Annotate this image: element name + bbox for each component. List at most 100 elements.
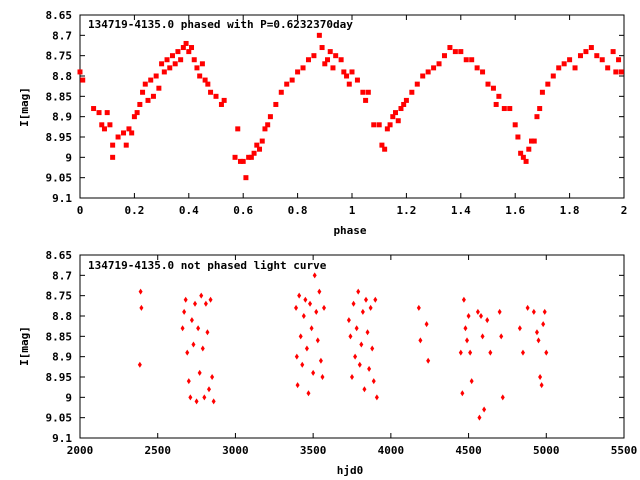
data-point	[367, 365, 372, 372]
phased-light-curve-panel: 134719-4135.0 phased with P=0.6232370day…	[18, 9, 627, 237]
data-point	[461, 296, 466, 303]
data-point	[300, 65, 306, 71]
data-point	[164, 57, 170, 63]
data-point	[599, 57, 605, 63]
data-point	[77, 69, 83, 75]
data-point	[309, 325, 314, 332]
data-point	[131, 114, 137, 120]
data-point	[259, 138, 265, 144]
data-point	[463, 57, 469, 63]
data-point	[373, 296, 378, 303]
data-point	[344, 73, 350, 79]
data-point	[107, 122, 113, 128]
data-point	[523, 158, 529, 164]
data-point	[384, 126, 390, 132]
x-tick-label: 1	[349, 204, 356, 217]
data-point	[208, 89, 214, 95]
data-point	[458, 349, 463, 356]
data-point	[474, 65, 480, 71]
data-point	[104, 110, 110, 116]
data-point	[488, 349, 493, 356]
data-point	[137, 361, 142, 368]
data-point	[199, 61, 205, 67]
data-point	[356, 288, 361, 295]
x-tick-label: 4500	[455, 444, 482, 457]
data-point	[304, 345, 309, 352]
data-point	[341, 69, 347, 75]
data-point	[371, 122, 377, 128]
data-point	[424, 321, 429, 328]
data-point	[497, 308, 502, 315]
x-tick-label: 0.2	[124, 204, 144, 217]
data-point	[145, 97, 151, 103]
data-point	[539, 382, 544, 389]
data-point	[221, 97, 227, 103]
data-point	[320, 374, 325, 380]
data-point	[257, 146, 263, 152]
data-point	[418, 337, 423, 344]
data-point	[545, 81, 551, 87]
data-point	[186, 378, 191, 385]
data-point	[273, 101, 279, 107]
data-point	[306, 390, 311, 397]
x-tick-label: 3500	[300, 444, 327, 457]
data-point	[542, 308, 547, 315]
data-point	[289, 77, 295, 83]
data-point	[338, 57, 344, 63]
data-point	[121, 130, 127, 136]
data-point	[485, 81, 491, 87]
data-point	[267, 114, 273, 120]
plot-frame	[79, 14, 625, 199]
data-point	[531, 138, 537, 144]
data-point	[414, 81, 420, 87]
data-point	[126, 126, 132, 132]
data-point	[537, 106, 543, 112]
x-axis-ticks: 2000 2500 3000 3500 4000 4500 5000 5500	[67, 255, 637, 457]
data-point	[205, 81, 211, 87]
data-point	[180, 325, 185, 332]
data-point	[500, 394, 505, 401]
data-point	[138, 288, 143, 295]
data-point	[490, 85, 496, 91]
data-point	[398, 106, 404, 112]
x-axis-label: phase	[333, 224, 366, 237]
data-point	[561, 61, 567, 67]
data-point	[150, 93, 156, 99]
data-point	[351, 300, 356, 307]
unphased-light-curve-panel: 134719-4135.0 not phased light curve hjd…	[18, 249, 637, 477]
data-point	[479, 313, 484, 319]
data-point	[460, 390, 465, 397]
data-point	[515, 134, 521, 140]
data-point	[115, 134, 121, 140]
data-point	[425, 69, 431, 75]
x-tick-label: 2000	[67, 444, 94, 457]
data-point	[159, 61, 165, 67]
data-point	[395, 118, 401, 124]
data-point	[156, 85, 162, 91]
x-axis-ticks: 0 0.2 0.4 0.6 0.8 1 1.2 1.4 1.6 1.8 2	[77, 15, 627, 217]
chart-title: 134719-4135.0 not phased light curve	[88, 259, 327, 272]
data-point	[123, 142, 129, 148]
data-point	[189, 45, 195, 51]
x-tick-label: 0.8	[288, 204, 308, 217]
y-tick-label: 8.8	[52, 310, 72, 323]
data-point	[496, 93, 502, 99]
y-tick-label: 8.75	[46, 50, 73, 63]
data-point	[129, 130, 135, 136]
data-point	[243, 175, 249, 181]
x-tick-label: 0	[77, 204, 84, 217]
data-point	[246, 154, 252, 160]
data-point	[556, 65, 562, 71]
data-point	[199, 292, 204, 299]
data-point	[311, 369, 316, 376]
data-point	[416, 304, 421, 311]
data-point	[363, 97, 369, 103]
data-point	[520, 154, 526, 160]
y-tick-label: 8.7	[52, 269, 72, 282]
data-point	[353, 353, 358, 360]
data-point	[99, 122, 105, 128]
x-axis-label: hjd0	[337, 464, 364, 477]
data-point	[517, 325, 522, 332]
data-point	[265, 122, 271, 128]
